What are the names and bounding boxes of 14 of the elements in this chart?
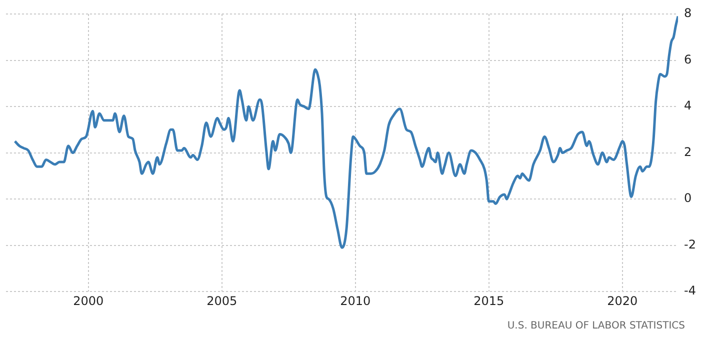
y-tick-label: -2 [684, 237, 696, 252]
x-tick-label: 2000 [73, 294, 104, 308]
y-tick-label: 0 [684, 191, 692, 206]
y-tick-label: 6 [684, 52, 692, 66]
y-tick-label: 8 [684, 6, 692, 20]
y-tick-label: 2 [684, 144, 692, 159]
x-tick-label: 2010 [340, 294, 371, 308]
text: U.S. BUREAU OF LABOR STATISTICS [507, 320, 685, 332]
y-tick-label: -4 [684, 284, 696, 298]
x-tick-label: 2020 [607, 294, 638, 308]
x-tick-label: 2015 [474, 294, 504, 308]
y-tick-label: 4 [684, 98, 692, 113]
x-tick-label: 2005 [206, 294, 238, 308]
line-series [14, 15, 678, 249]
